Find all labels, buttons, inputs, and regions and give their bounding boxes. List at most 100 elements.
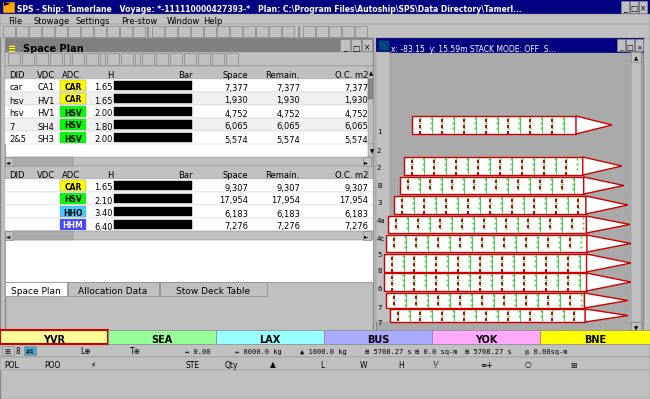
Bar	[81, 26, 93, 37]
Text: LAX: LAX	[259, 335, 281, 345]
Bar	[631, 52, 641, 322]
Bar	[376, 52, 390, 322]
Bar	[547, 244, 549, 247]
Bar	[554, 211, 557, 213]
Text: 6,183: 6,183	[224, 209, 248, 219]
Bar	[561, 186, 564, 188]
Bar	[526, 225, 529, 227]
Bar	[525, 296, 527, 298]
Bar	[0, 330, 108, 344]
Bar	[435, 269, 437, 271]
Bar	[467, 205, 469, 207]
Text: ▼: ▼	[634, 326, 638, 332]
Bar	[394, 196, 586, 214]
Bar	[528, 312, 531, 314]
Bar	[505, 219, 507, 221]
Bar	[160, 282, 267, 296]
Polygon shape	[585, 309, 628, 322]
Bar	[5, 205, 373, 218]
Text: 3: 3	[377, 200, 382, 206]
Text: 7: 7	[377, 320, 382, 326]
Bar	[551, 119, 553, 122]
Text: H: H	[398, 361, 404, 369]
Bar	[2, 346, 14, 355]
Bar	[417, 225, 419, 227]
Bar	[500, 288, 503, 290]
Bar	[419, 131, 421, 134]
Text: DID: DID	[9, 71, 25, 81]
Bar	[626, 39, 634, 51]
Bar	[455, 172, 457, 174]
Bar	[411, 172, 413, 174]
Bar	[499, 166, 501, 168]
Bar	[5, 166, 373, 282]
Text: 7,276: 7,276	[224, 223, 248, 231]
Bar	[545, 282, 547, 284]
Bar	[152, 26, 164, 37]
Bar	[485, 312, 488, 314]
Bar	[400, 177, 584, 194]
Bar	[463, 318, 465, 320]
Bar	[441, 119, 443, 122]
Bar	[376, 38, 643, 52]
Bar	[507, 119, 509, 122]
Bar	[165, 26, 177, 37]
Text: HHM: HHM	[62, 221, 83, 231]
Bar	[481, 244, 483, 247]
Bar	[489, 205, 491, 207]
Bar	[543, 172, 545, 174]
Bar	[355, 26, 367, 37]
Bar	[481, 296, 483, 298]
Bar	[523, 257, 525, 259]
Bar	[567, 282, 569, 284]
Bar	[500, 269, 503, 271]
Bar	[5, 92, 373, 105]
Bar	[340, 39, 350, 51]
Bar	[384, 254, 586, 272]
Bar	[545, 269, 547, 271]
Bar	[528, 119, 531, 122]
Bar	[567, 263, 569, 265]
Text: 2: 2	[377, 165, 382, 171]
Bar	[363, 231, 371, 240]
Bar	[133, 26, 145, 37]
Bar	[269, 26, 281, 37]
Bar	[388, 216, 586, 233]
Bar	[517, 186, 519, 188]
Text: 7,377: 7,377	[344, 83, 368, 93]
Text: 1,930: 1,930	[224, 97, 248, 105]
Text: SH3: SH3	[37, 136, 54, 144]
Text: #4: #4	[26, 349, 34, 355]
Text: 6,183: 6,183	[276, 209, 300, 219]
Bar	[569, 244, 571, 247]
Text: SPS - Ship: Tamerlane   Voyage: *-111110000427393-*   Plan: C:\Program Files\Aut: SPS - Ship: Tamerlane Voyage: *-11111000…	[17, 6, 522, 14]
Text: ◄: ◄	[6, 235, 10, 239]
Bar	[459, 244, 462, 247]
Bar	[391, 269, 393, 271]
Bar	[422, 211, 425, 213]
Bar	[500, 257, 503, 259]
Bar	[16, 26, 28, 37]
Bar	[571, 219, 573, 221]
Bar	[107, 26, 119, 37]
Bar	[393, 302, 395, 304]
Text: 1,930: 1,930	[344, 97, 368, 105]
Bar	[549, 219, 551, 221]
Text: YOK: YOK	[474, 335, 497, 345]
Bar	[457, 282, 460, 284]
Bar	[114, 81, 192, 90]
Text: 17,954: 17,954	[271, 196, 300, 205]
Text: ►: ►	[4, 0, 10, 8]
Bar	[565, 172, 567, 174]
Bar	[121, 53, 133, 65]
Bar	[511, 211, 514, 213]
Bar	[230, 26, 242, 37]
Bar	[539, 186, 541, 188]
Text: 9,307: 9,307	[224, 184, 248, 192]
Bar	[378, 40, 389, 50]
Bar	[437, 244, 439, 247]
Text: Bar: Bar	[179, 71, 193, 81]
Bar	[147, 26, 148, 37]
Bar	[502, 238, 505, 241]
Bar	[107, 53, 119, 65]
